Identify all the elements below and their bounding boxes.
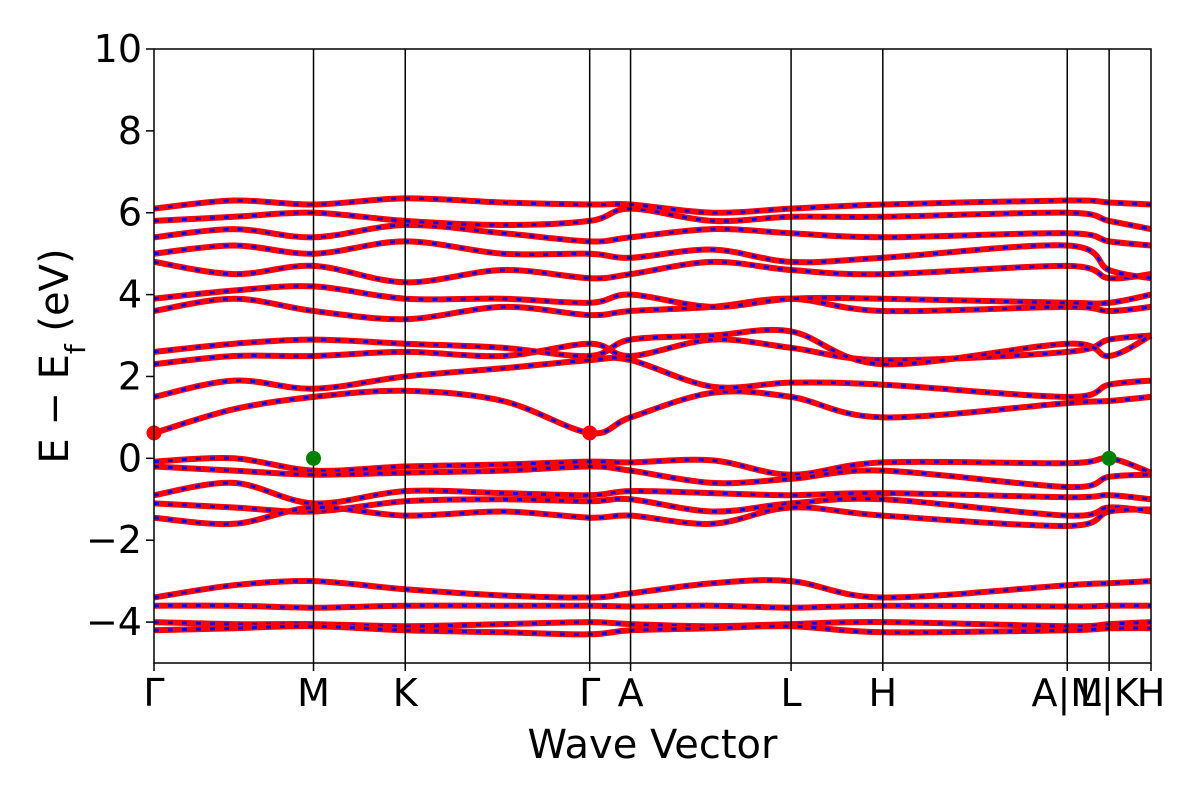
- x-tick-label-5: L: [780, 671, 801, 715]
- vbm-marker-2: [306, 450, 322, 466]
- band-16-spin-up: [153, 577, 1152, 601]
- x-tick-label-4: A: [618, 671, 644, 715]
- band-3-spin-down: [153, 328, 1152, 366]
- y-axis-label-unit: (eV): [32, 248, 78, 344]
- y-axis-label-main: E − E: [32, 354, 78, 464]
- y-tick-label-6: 8: [118, 109, 142, 153]
- extrema-markers-layer: [146, 425, 1117, 466]
- band-17-spin-down: [153, 604, 1152, 610]
- y-axis-label: E − Ef (eV): [32, 248, 92, 463]
- y-tick-label-3: 2: [118, 354, 142, 398]
- x-tick-label-3: Γ: [579, 671, 600, 715]
- y-axis-label-subscript: f: [59, 343, 92, 354]
- band-14-spin-up: [153, 495, 1152, 519]
- y-tick-label-5: 6: [118, 191, 142, 235]
- vbm-marker-3: [1101, 450, 1117, 466]
- y-tick-label-4: 4: [118, 273, 142, 317]
- x-tick-label-2: K: [393, 671, 419, 715]
- band-10-spin-down: [153, 196, 1152, 215]
- cbm-marker-1: [582, 425, 598, 441]
- y-tick-label-7: 10: [94, 27, 142, 71]
- band-9-spin-up: [153, 205, 1152, 233]
- band-18-spin-down: [153, 620, 1152, 628]
- x-axis-label: Wave Vector: [528, 722, 779, 768]
- x-tick-label-7: A|M: [1031, 671, 1103, 716]
- x-tick-label-0: Γ: [143, 671, 164, 715]
- band-1-spin-up: [153, 354, 1152, 400]
- x-tick-label-1: M: [297, 671, 330, 715]
- kpath-lines-layer: [312, 49, 1110, 663]
- plot-frame: [153, 48, 1152, 664]
- y-tick-label-2: 0: [118, 436, 142, 480]
- bands-layer: [153, 195, 1153, 638]
- band-12-spin-up: [153, 463, 1152, 491]
- band-19-spin-down: [153, 624, 1152, 636]
- band-6-spin-up: [153, 258, 1152, 286]
- band-8-spin-up: [153, 221, 1152, 249]
- x-tick-label-6: H: [869, 671, 898, 715]
- band-17-spin-up: [153, 602, 1152, 611]
- x-tick-label-9: H: [1137, 671, 1166, 715]
- y-tick-label-0: −4: [86, 600, 142, 644]
- band-16-spin-down: [153, 578, 1152, 600]
- y-axis-ticks: −4 −2 0 2 4 6 8 10: [86, 27, 154, 644]
- band-2-spin-down: [153, 334, 1152, 366]
- y-tick-label-1: −2: [86, 518, 142, 562]
- band-5-spin-up: [153, 283, 1152, 310]
- x-tick-label-8: L|K: [1080, 671, 1140, 716]
- x-axis-ticks: Γ M K Γ A L H A|ML|KH: [143, 663, 1165, 716]
